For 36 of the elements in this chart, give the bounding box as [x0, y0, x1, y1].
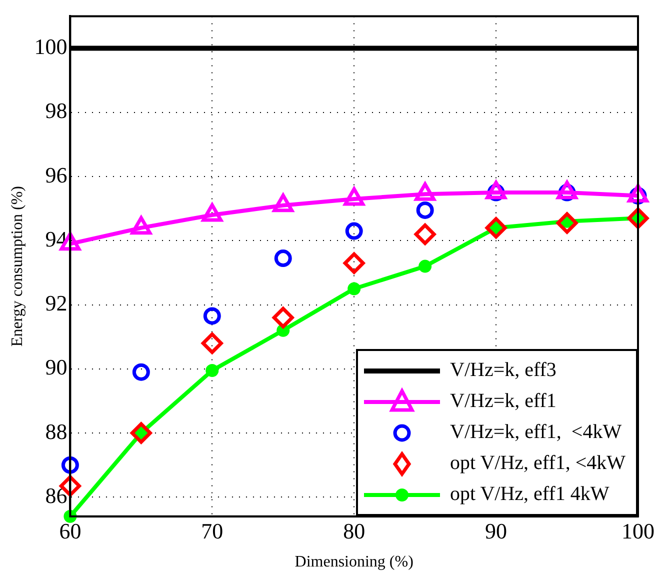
- x-tick-label: 70: [201, 518, 224, 544]
- y-tick-label: 90: [45, 354, 68, 380]
- point: [201, 332, 223, 354]
- point: [627, 207, 649, 229]
- y-tick-label: 86: [45, 482, 68, 508]
- x-tick-label: 80: [343, 518, 366, 544]
- legend-label: V/Hz=k, eff1: [450, 390, 556, 414]
- point: [130, 422, 152, 444]
- point: [345, 222, 363, 240]
- y-tick-label: 88: [45, 418, 68, 444]
- legend-label: opt V/Hz, eff1, <4kW: [450, 452, 626, 476]
- y-tick-label: 100: [34, 34, 68, 60]
- point: [272, 306, 294, 328]
- x-tick-label: 90: [485, 518, 508, 544]
- point: [203, 307, 221, 325]
- point: [416, 201, 434, 219]
- x-tick-label: 100: [622, 518, 654, 544]
- point: [556, 212, 578, 234]
- y-axis-title: Energy consumption (%): [8, 186, 26, 347]
- point: [274, 250, 292, 268]
- legend-label: V/Hz=k, eff1, <4kW: [450, 421, 622, 444]
- point: [132, 363, 150, 381]
- point: [485, 217, 507, 239]
- y-tick-label: 92: [45, 290, 68, 316]
- y-tick-label: 98: [45, 98, 68, 124]
- point: [418, 260, 432, 273]
- x-axis-title: Dimensioning (%): [294, 554, 414, 571]
- x-tick-label: 60: [59, 518, 82, 544]
- point: [61, 456, 79, 474]
- point: [348, 282, 361, 296]
- point: [414, 223, 436, 245]
- point: [206, 364, 219, 378]
- y-tick-label: 96: [45, 162, 68, 188]
- point: [343, 252, 365, 274]
- legend-label: V/Hz=k, eff3: [450, 359, 556, 382]
- legend-label: opt V/Hz, eff1 4kW: [450, 483, 610, 506]
